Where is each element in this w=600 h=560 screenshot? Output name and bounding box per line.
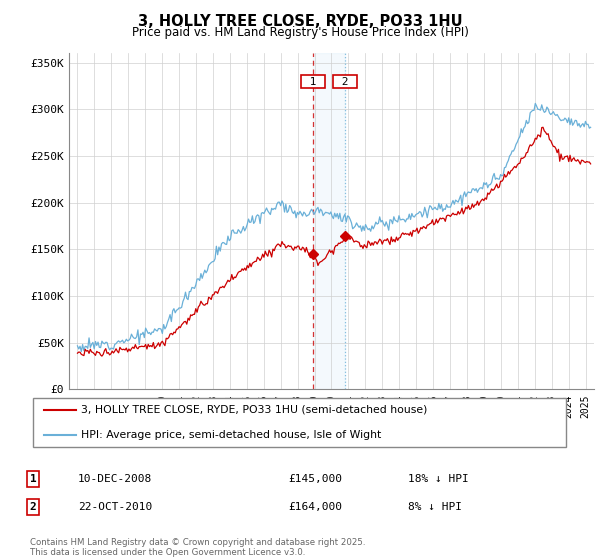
Text: 3, HOLLY TREE CLOSE, RYDE, PO33 1HU (semi-detached house): 3, HOLLY TREE CLOSE, RYDE, PO33 1HU (sem… <box>82 405 428 414</box>
Text: HPI: Average price, semi-detached house, Isle of Wight: HPI: Average price, semi-detached house,… <box>82 430 382 440</box>
Text: 2: 2 <box>29 502 37 512</box>
FancyBboxPatch shape <box>33 398 566 447</box>
Text: Contains HM Land Registry data © Crown copyright and database right 2025.
This d: Contains HM Land Registry data © Crown c… <box>30 538 365 557</box>
Text: 8% ↓ HPI: 8% ↓ HPI <box>408 502 462 512</box>
Text: 22-OCT-2010: 22-OCT-2010 <box>78 502 152 512</box>
Text: 3, HOLLY TREE CLOSE, RYDE, PO33 1HU: 3, HOLLY TREE CLOSE, RYDE, PO33 1HU <box>137 14 463 29</box>
Text: 18% ↓ HPI: 18% ↓ HPI <box>408 474 469 484</box>
Text: £145,000: £145,000 <box>288 474 342 484</box>
Text: 1: 1 <box>303 77 323 87</box>
Text: 10-DEC-2008: 10-DEC-2008 <box>78 474 152 484</box>
Text: 1: 1 <box>29 474 37 484</box>
Bar <box>313 53 345 389</box>
Text: Price paid vs. HM Land Registry's House Price Index (HPI): Price paid vs. HM Land Registry's House … <box>131 26 469 39</box>
Text: 2: 2 <box>335 77 355 87</box>
Text: £164,000: £164,000 <box>288 502 342 512</box>
